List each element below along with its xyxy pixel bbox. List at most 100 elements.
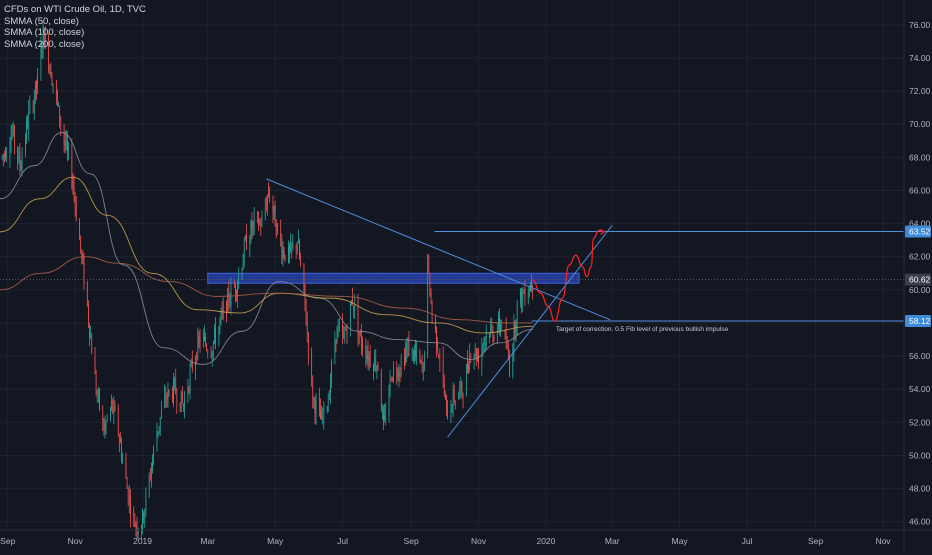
candle-body [277,223,278,232]
x-tick-label: Nov [68,536,84,546]
candle-up [322,407,324,425]
candle-body [398,372,400,377]
candle-down [136,516,138,540]
drawings-layer[interactable]: Target of correction. 0.5 Fib level of p… [0,178,904,438]
candle-body [509,357,510,374]
candle-down [521,287,523,314]
price-badge[interactable]: 58.12 [905,314,931,327]
candle-body [32,103,34,110]
candle-up [105,420,107,435]
candle-up [527,286,529,305]
candle-body [470,357,472,358]
candle-down [43,26,45,49]
candle-up [450,399,452,423]
candle-body [344,332,346,338]
indicator-smma-50[interactable]: SMMA (50, close) [4,15,79,27]
candle-up [12,121,14,137]
resistance-zone[interactable] [207,272,580,284]
candle-body [9,147,11,157]
candle-down [415,339,416,361]
candle-down [468,360,469,374]
candle-body [280,225,282,242]
candle-up [368,351,370,371]
candle-down [118,433,120,453]
candle-body [289,245,290,252]
candle-body [407,341,409,351]
candle-body [501,325,503,328]
candle-body [504,330,506,333]
x-tick-label: Jul [337,536,348,546]
candle-down [391,376,393,382]
candle-down [72,173,74,195]
candle-body [268,191,269,193]
candle-body [215,327,216,344]
candle-down [120,432,121,444]
candle-body [167,389,169,402]
candle-body [4,153,5,155]
candle-body [376,366,378,374]
candle-body [399,372,401,373]
candle-body [143,512,144,520]
y-tick-label: 70.00 [909,119,931,129]
candle-up [237,280,239,308]
candle-down [199,328,201,353]
candle-body [369,355,371,366]
candle-body [337,327,339,330]
candle-body [454,400,456,402]
candle-body [506,346,508,347]
candle-body [260,225,262,228]
price-badge[interactable]: 60.62 [905,273,931,286]
candle-body [161,409,162,418]
symbol-title[interactable]: CFDs on WTI Crude Oil, 1D, TVC [4,4,146,15]
candle-down [501,319,503,332]
candle-up [381,403,383,420]
candle-body [474,347,476,357]
candle-body [6,153,7,157]
candle-body [452,390,454,413]
candle-body [385,414,387,421]
candle-body [182,393,183,403]
candle-down [360,323,362,355]
y-tick-label: 64.00 [909,219,931,229]
candle-body [442,356,444,380]
price-badge[interactable]: 63.52 [905,225,931,238]
candle-body [352,298,353,304]
projection-path[interactable] [532,229,604,322]
candle-up [18,147,20,165]
candle-body [306,322,308,333]
candle-down [191,350,193,373]
x-tick-label: Sep [808,536,823,546]
candle-down [117,404,119,437]
y-tick-label: 60.00 [909,285,931,295]
candle-up [389,369,391,398]
candle-body [389,375,391,392]
candle-body [272,200,274,213]
candle-body [11,131,13,138]
price-axis[interactable]: 76.00 74.00 72.00 70.00 68.00 66.00 64.00 62.00… [903,0,931,550]
candle-down [462,392,464,409]
indicator-smma-200[interactable]: SMMA (200, close) [4,38,85,50]
candle-up [9,136,11,168]
candle-body [235,285,236,294]
candle-body [321,413,322,420]
candle-up [416,340,418,366]
candle-down [143,510,145,524]
y-tick-label: 46.00 [909,517,931,527]
indicator-smma-100[interactable]: SMMA (100, close) [4,27,85,38]
candle-body [467,360,468,370]
candle-down [390,376,392,382]
candle-down [532,284,534,300]
candle-body [29,104,31,107]
candle-body [122,459,124,462]
candle-up [483,336,485,353]
ascending-trendline[interactable] [447,224,613,438]
candle-body [473,356,475,360]
time-axis[interactable]: Sep Nov 2019 Mar May Jul Sep Nov 2020 Mar May Jul Se… [0,529,932,546]
candle-body [172,392,173,401]
candle-body [267,195,268,207]
candle-body [227,290,228,312]
descending-trendline[interactable] [266,178,611,321]
candle-body [90,336,91,338]
